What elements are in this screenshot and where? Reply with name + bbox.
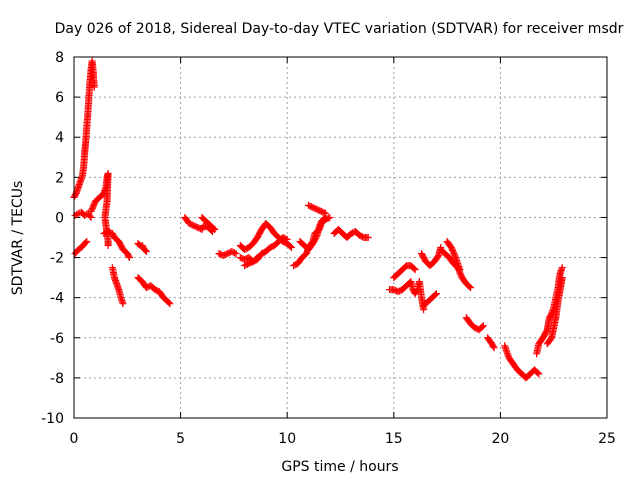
y-tick-label: 0 bbox=[55, 210, 64, 226]
y-tick-label: -2 bbox=[50, 251, 64, 267]
data-point bbox=[558, 274, 566, 282]
data-point bbox=[322, 209, 330, 217]
x-axis-label: GPS time / hours bbox=[281, 459, 398, 475]
x-tick-label: 25 bbox=[598, 431, 616, 447]
y-axis-label: SDTVAR / TECUs bbox=[10, 181, 26, 296]
data-point bbox=[490, 344, 498, 352]
data-point bbox=[166, 300, 174, 308]
x-tick-label: 20 bbox=[491, 431, 509, 447]
data-point bbox=[210, 224, 218, 232]
y-tick-label: 6 bbox=[55, 90, 64, 106]
y-tick-label: 4 bbox=[55, 130, 64, 146]
data-point bbox=[558, 264, 566, 272]
tick-labels: 0 5 10 15 20 25 -10 -8 -6 -4 -2 0 2 4 6 8 bbox=[41, 50, 616, 447]
data-point bbox=[451, 252, 459, 260]
data-point bbox=[165, 299, 173, 307]
data-point bbox=[82, 239, 90, 247]
x-tick-label: 5 bbox=[176, 431, 185, 447]
data-point bbox=[479, 322, 487, 330]
data-points bbox=[70, 57, 566, 382]
data-point bbox=[142, 248, 150, 256]
data-point bbox=[432, 290, 440, 298]
y-tick-label: -8 bbox=[50, 371, 64, 387]
y-tick-label: -6 bbox=[50, 331, 64, 347]
data-point bbox=[286, 243, 294, 251]
data-point bbox=[141, 247, 149, 255]
data-point bbox=[104, 242, 112, 250]
data-point bbox=[87, 213, 95, 221]
data-point bbox=[232, 250, 240, 258]
data-point bbox=[431, 291, 439, 299]
y-tick-label: -4 bbox=[50, 291, 64, 307]
data-point bbox=[312, 233, 320, 241]
data-point bbox=[125, 254, 133, 262]
data-point bbox=[534, 369, 542, 377]
y-tick-label: 8 bbox=[55, 50, 64, 66]
data-point bbox=[320, 209, 328, 217]
data-point bbox=[478, 323, 486, 331]
data-point bbox=[411, 266, 419, 274]
data-point bbox=[125, 252, 133, 260]
data-point bbox=[231, 249, 239, 257]
axis-ticks bbox=[73, 56, 608, 419]
data-point bbox=[364, 234, 372, 241]
data-point bbox=[90, 83, 98, 91]
data-point bbox=[86, 212, 94, 220]
plot-frame bbox=[73, 56, 608, 419]
x-tick-label: 10 bbox=[278, 431, 296, 447]
data-point bbox=[253, 254, 261, 262]
data-point bbox=[410, 265, 418, 273]
y-tick-label: -10 bbox=[41, 411, 64, 427]
x-tick-label: 15 bbox=[385, 431, 403, 447]
data-point bbox=[465, 283, 473, 291]
data-point bbox=[489, 342, 497, 350]
x-tick-label: 0 bbox=[70, 431, 79, 447]
data-point bbox=[252, 255, 260, 263]
data-point bbox=[211, 225, 219, 233]
chart-title: Day 026 of 2018, Sidereal Day-to-day VTE… bbox=[55, 21, 624, 37]
data-point bbox=[83, 238, 91, 246]
y-tick-label: 2 bbox=[55, 170, 64, 186]
data-point bbox=[119, 300, 127, 308]
data-point bbox=[135, 241, 143, 249]
data-point bbox=[456, 266, 464, 274]
grid-lines bbox=[74, 57, 607, 418]
data-point bbox=[287, 244, 295, 252]
data-point bbox=[467, 284, 475, 292]
data-point bbox=[535, 370, 543, 378]
